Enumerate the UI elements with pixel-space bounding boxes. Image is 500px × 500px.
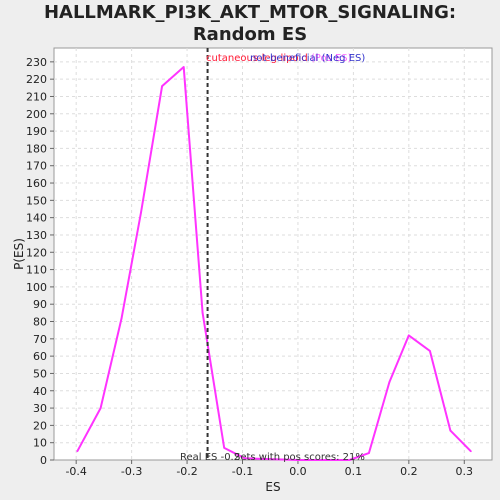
plot-area: [53, 47, 493, 461]
x-tick-label: 0.3: [456, 465, 474, 478]
data-point: [223, 447, 226, 449]
y-tick-label: 180: [26, 142, 47, 155]
x-axis-label: ES: [265, 480, 280, 494]
annotation-real-es: Real ES -0.2: [180, 452, 240, 463]
y-tick-label: 50: [33, 367, 47, 380]
data-point: [99, 407, 102, 409]
axis-layer: 0 10 20 30 40 50 60 70 80 90 100 110 120 130 140 150 160…: [26, 56, 473, 478]
data-point: [368, 452, 370, 454]
data-point: [348, 459, 351, 461]
y-tick-label: 30: [33, 402, 47, 415]
data-point: [429, 350, 431, 352]
y-tick-label: 100: [26, 281, 47, 294]
x-tick-label: -0.1: [232, 465, 253, 478]
annotation-layer: cutaneous-leg-lipoid (Pos ES) cutaneous-…: [180, 53, 365, 463]
x-tick-label: -0.2: [176, 465, 197, 478]
y-tick-label: 230: [26, 56, 47, 69]
data-point: [76, 450, 79, 453]
annotation-neg-es-label: not-beneficial (Neg ES): [250, 53, 365, 64]
data-point: [449, 429, 452, 432]
data-point: [161, 85, 163, 87]
y-tick-label: 220: [26, 73, 47, 86]
y-tick-label: 160: [26, 177, 47, 190]
y-tick-label: 120: [26, 246, 47, 259]
y-tick-label: 140: [26, 212, 47, 225]
y-tick-label: 110: [26, 264, 47, 277]
data-point: [388, 381, 391, 383]
data-point: [140, 211, 142, 214]
y-tick-label: 200: [26, 108, 47, 121]
data-point: [408, 334, 410, 337]
y-tick-label: 70: [33, 333, 47, 346]
y-tick-label: 20: [33, 419, 47, 432]
y-tick-label: 0: [40, 454, 47, 467]
y-tick-label: 10: [33, 437, 47, 450]
x-tick-label: -0.3: [121, 465, 142, 478]
y-tick-label: 210: [26, 90, 47, 103]
x-tick-label: -0.4: [65, 465, 86, 478]
y-tick-label: 90: [33, 298, 47, 311]
data-point: [201, 312, 204, 314]
x-tick-label: 0.0: [289, 465, 307, 478]
y-tick-label: 150: [26, 194, 47, 207]
y-tick-label: 60: [33, 350, 47, 363]
y-tick-label: 40: [33, 385, 47, 398]
chart-title-line-1: HALLMARK_PI3K_AKT_MTOR_SIGNALING: Random…: [43, 2, 457, 45]
data-point: [470, 450, 472, 453]
data-point: [243, 457, 246, 460]
series-layer: [76, 48, 472, 461]
x-tick-label: 0.2: [400, 465, 418, 478]
y-tick-label: 130: [26, 229, 47, 242]
y-tick-label: 80: [33, 316, 47, 329]
y-tick-label: 170: [26, 160, 47, 173]
y-axis-label: P(ES): [12, 238, 26, 270]
annotation-red-label: cutaneous-leg-lipoid: [206, 53, 308, 64]
y-tick-label: 190: [26, 125, 47, 138]
data-point: [120, 317, 123, 319]
x-tick-label: 0.1: [345, 465, 363, 478]
data-point: [182, 66, 185, 68]
annotation-pos-scores: Sets with pos scores: 21%: [234, 452, 365, 463]
data-point: [297, 459, 299, 461]
annotation-pos-es-label: cutaneous-leg-lipoid (Pos ES): [206, 53, 352, 64]
